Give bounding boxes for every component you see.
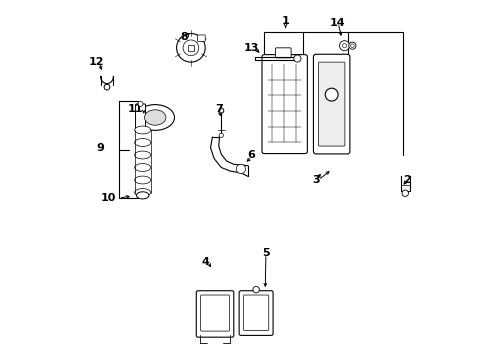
- FancyBboxPatch shape: [135, 104, 145, 129]
- Text: 10: 10: [101, 193, 116, 203]
- Circle shape: [401, 190, 407, 197]
- Circle shape: [348, 42, 355, 49]
- Circle shape: [104, 84, 110, 90]
- Circle shape: [218, 108, 224, 113]
- Ellipse shape: [134, 151, 150, 159]
- FancyBboxPatch shape: [275, 48, 290, 58]
- Ellipse shape: [134, 163, 150, 171]
- Text: 11: 11: [127, 104, 143, 113]
- Text: 13: 13: [244, 43, 259, 53]
- FancyBboxPatch shape: [318, 62, 344, 146]
- Ellipse shape: [136, 192, 149, 199]
- Text: 9: 9: [96, 143, 103, 153]
- Circle shape: [325, 88, 337, 101]
- Text: 6: 6: [247, 150, 255, 160]
- Circle shape: [219, 133, 223, 138]
- Text: 2: 2: [402, 175, 410, 185]
- FancyBboxPatch shape: [196, 291, 233, 337]
- Text: 8: 8: [180, 32, 187, 42]
- Ellipse shape: [134, 189, 150, 197]
- FancyBboxPatch shape: [243, 295, 268, 330]
- Circle shape: [252, 287, 259, 293]
- Ellipse shape: [144, 110, 165, 125]
- FancyBboxPatch shape: [200, 295, 229, 331]
- Circle shape: [342, 44, 346, 48]
- Circle shape: [350, 44, 353, 48]
- Text: 7: 7: [215, 104, 223, 113]
- FancyBboxPatch shape: [262, 55, 307, 154]
- FancyBboxPatch shape: [239, 291, 272, 336]
- Bar: [188, 45, 193, 51]
- Text: 3: 3: [311, 175, 319, 185]
- Text: 14: 14: [329, 18, 345, 28]
- Ellipse shape: [136, 105, 174, 130]
- FancyBboxPatch shape: [197, 35, 205, 41]
- Ellipse shape: [134, 176, 150, 184]
- Text: 4: 4: [201, 257, 209, 267]
- Circle shape: [138, 102, 143, 107]
- Circle shape: [339, 41, 349, 51]
- Circle shape: [176, 33, 205, 62]
- Text: 1: 1: [281, 16, 289, 26]
- Text: 12: 12: [88, 57, 104, 67]
- FancyBboxPatch shape: [313, 54, 349, 154]
- Circle shape: [293, 55, 300, 62]
- Ellipse shape: [134, 126, 150, 134]
- Circle shape: [183, 40, 198, 56]
- Ellipse shape: [134, 139, 150, 147]
- Circle shape: [236, 164, 245, 174]
- Text: 5: 5: [262, 248, 269, 258]
